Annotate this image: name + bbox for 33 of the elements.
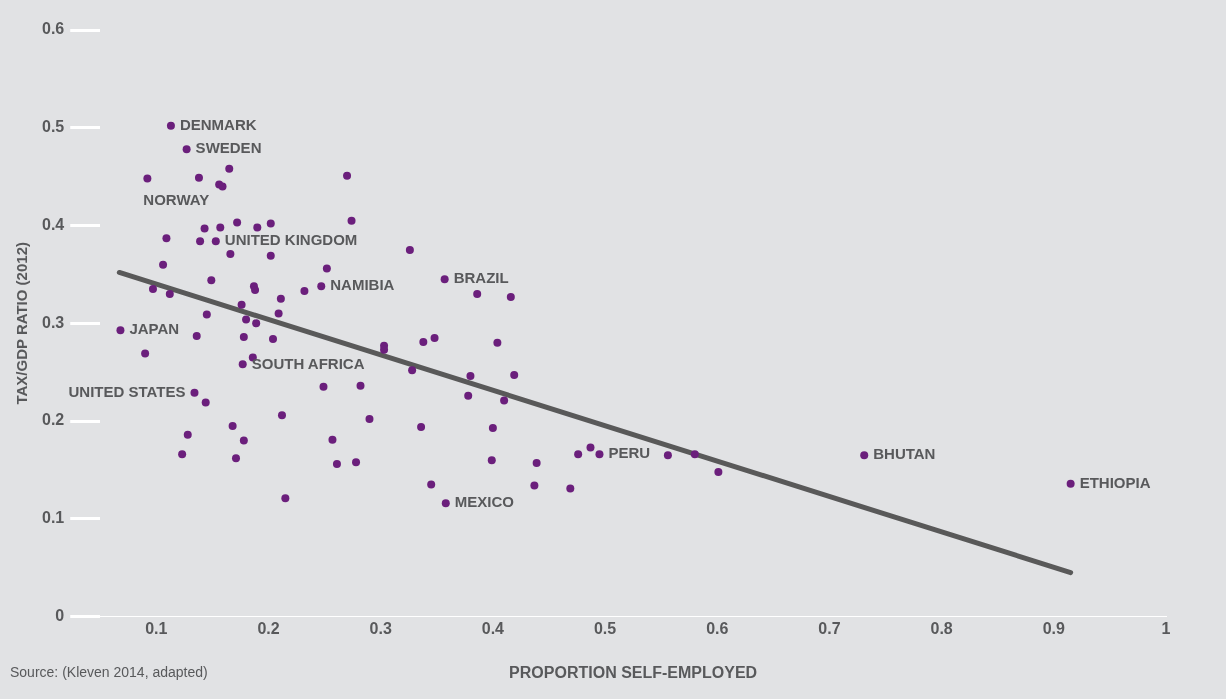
y-tick-label: 0.1	[41, 509, 65, 527]
annotation: SOUTH AFRICA	[251, 354, 365, 372]
x-axis-title: PROPORTION SELF-EMPLOYED	[509, 663, 758, 681]
x-tick-label: 0.7	[818, 619, 841, 637]
annotation: UNITED KINGDOM	[224, 231, 358, 249]
annotation: NORWAY	[143, 190, 210, 208]
annotation: ETHIOPIA	[1079, 473, 1151, 491]
y-axis-title: TAX/GDP RATIO (2012)	[13, 242, 31, 405]
y-tick-label: 0.5	[41, 118, 65, 136]
x-tick-label: 0.1	[145, 619, 168, 637]
source-note: Source: (Kleven 2014, adapted)	[10, 663, 208, 680]
annotation: UNITED STATES	[68, 382, 186, 400]
y-tick-label: 0	[55, 607, 65, 625]
annotation: PERU	[608, 444, 651, 462]
annotation: DENMARK	[179, 115, 257, 133]
annotation: MEXICO	[454, 493, 515, 511]
x-tick-label: 0.9	[1042, 619, 1066, 637]
x-tick-label: 0.8	[930, 619, 953, 637]
y-tick-label: 0.2	[41, 411, 65, 429]
x-tick-label: 0.6	[706, 619, 729, 637]
x-tick-label: 0.4	[481, 619, 505, 637]
x-tick-label: 0.3	[369, 619, 392, 637]
y-tick-label: 0.6	[41, 20, 65, 38]
x-tick-label: 1	[1161, 619, 1171, 637]
annotation: BRAZIL	[453, 269, 509, 287]
annotation: SWEDEN	[195, 139, 262, 157]
x-tick-label: 0.2	[257, 619, 280, 637]
x-tick-label: 0.5	[593, 619, 617, 637]
annotation: NAMIBIA	[330, 276, 395, 294]
y-tick-label: 0.3	[41, 313, 65, 331]
annotation: BHUTAN	[873, 445, 936, 463]
y-tick-label: 0.4	[41, 215, 65, 233]
annotation: JAPAN	[129, 320, 180, 338]
